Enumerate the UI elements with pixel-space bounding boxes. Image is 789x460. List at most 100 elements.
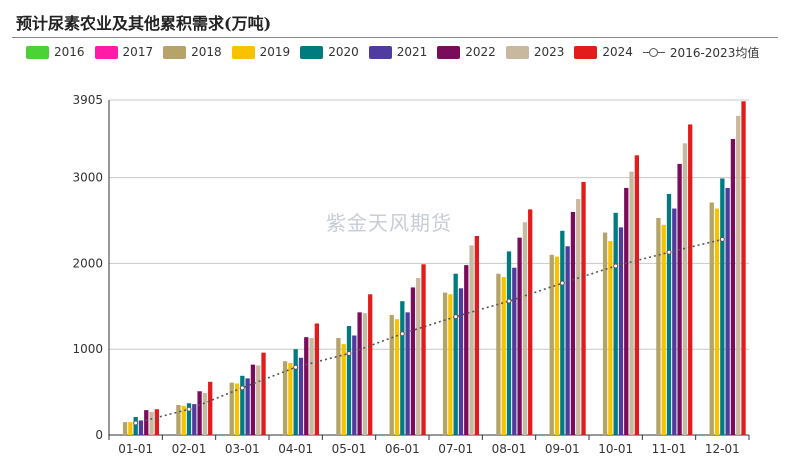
bar-2023 [256,365,261,435]
bar-2022 [304,337,309,435]
legend-swatch [574,45,598,59]
bar-2021 [512,267,517,435]
legend-label: 2020 [328,45,359,59]
bar-2019 [181,405,186,435]
legend-label: 2019 [259,45,291,59]
bar-2019 [341,344,346,435]
bar-2024 [634,155,640,436]
bar-2020 [346,326,352,435]
legend-label: 2016-2023均值 [669,45,760,60]
legend-label: 2017 [122,45,154,59]
bar-2018 [336,338,341,435]
bar-2021 [352,335,357,435]
bar-2022 [250,364,256,435]
bar-2022 [517,237,522,435]
bar-2020 [506,251,512,435]
average-point [666,249,672,255]
bar-2021 [672,208,677,435]
legend-item[interactable]: 2024 [574,45,633,59]
bar-2024 [208,381,213,435]
bar-2023 [522,222,528,435]
legend-item[interactable]: 2022 [437,45,496,59]
bar-2019 [234,383,240,435]
x-tick-label: 05-01 [332,442,367,456]
legend-line-marker [642,46,665,59]
bar-2022 [730,139,736,435]
legend-item[interactable]: 2016-2023均值 [642,44,760,61]
bar-2021 [618,227,624,435]
legend-swatch [26,45,49,59]
average-point [613,263,619,269]
bar-2022 [410,287,416,435]
average-line [135,238,723,424]
watermark: 紫金天风期货 [326,211,452,235]
bar-2020 [293,349,298,435]
average-point [239,385,245,391]
y-tick-label: 2000 [72,256,103,270]
bar-2021 [725,187,730,435]
y-tick-label: 1000 [72,342,103,356]
bar-2024 [314,323,320,435]
bar-2020 [400,301,405,435]
legend-swatch [368,45,392,59]
bar-2019 [714,208,720,435]
title-divider [12,37,778,38]
x-tick-label: 12-01 [705,442,740,456]
legend-item[interactable]: 2021 [368,45,428,59]
bar-2019 [288,362,293,435]
average-point [399,331,405,337]
bar-2018 [122,422,128,435]
bar-2024 [154,409,160,435]
bar-2019 [554,256,560,435]
x-tick-label: 02-01 [172,442,207,456]
legend-item[interactable]: 2023 [505,45,564,59]
bar-2021 [138,420,144,435]
average-point [346,351,352,357]
legend-swatch [300,45,324,59]
bar-2023 [629,171,634,436]
bar-2024 [528,209,533,435]
legend-label: 2024 [602,45,633,59]
bar-2021 [245,378,250,435]
legend-item[interactable]: 2016 [26,45,85,59]
bar-2021 [298,357,304,435]
x-tick-label: 09-01 [545,442,580,456]
bar-2023 [202,392,208,435]
legend-swatch [231,45,255,59]
average-point [293,364,299,370]
legend-item[interactable]: 2018 [163,45,222,59]
bar-2024 [421,264,426,435]
bar-2019 [661,224,666,435]
legend-item[interactable]: 2020 [300,45,359,59]
bar-2018 [602,232,608,435]
y-tick-label: 3000 [72,171,103,185]
legend-item[interactable]: 2019 [231,45,291,59]
legend-item[interactable]: 2017 [94,45,154,59]
bar-2019 [608,241,613,435]
x-tick-label: 08-01 [492,442,527,456]
y-tick-label: 0 [95,428,103,442]
bar-2018 [389,314,394,435]
bar-2018 [282,361,288,435]
bar-2020 [666,193,672,435]
x-tick-label: 06-01 [385,442,420,456]
bar-2020 [240,375,245,435]
bar-2018 [656,217,661,435]
bar-2023 [149,411,154,435]
bar-2023 [736,115,741,436]
bar-2023 [576,199,581,435]
bar-2022 [357,312,362,435]
bar-2022 [677,163,682,435]
bar-2021 [192,404,197,435]
x-tick-label: 03-01 [225,442,260,456]
legend-swatch [437,45,461,59]
legend-label: 2016 [54,45,85,59]
legend-label: 2021 [396,45,428,59]
bar-2018 [229,382,234,435]
bar-2021 [565,246,570,435]
x-tick-label: 07-01 [438,442,473,456]
bar-2022 [144,410,149,435]
bar-2024 [474,235,480,435]
bar-2018 [442,292,448,435]
